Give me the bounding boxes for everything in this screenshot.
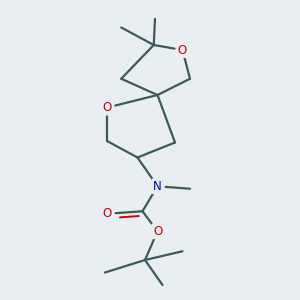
Text: O: O	[103, 207, 112, 220]
Text: O: O	[153, 225, 162, 238]
Text: O: O	[103, 101, 112, 114]
Text: N: N	[153, 180, 162, 193]
Text: O: O	[178, 44, 187, 56]
